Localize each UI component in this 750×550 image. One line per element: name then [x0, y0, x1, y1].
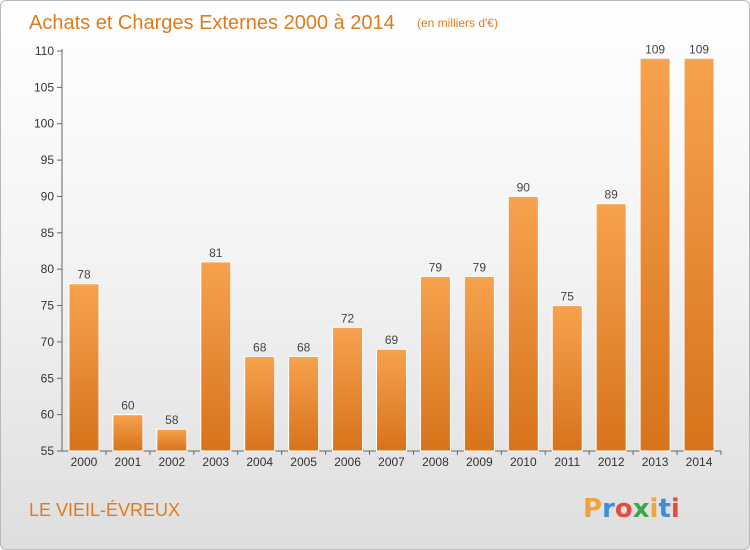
bar-2007 [376, 348, 407, 452]
x-tick-label-2010: 2010 [510, 455, 537, 469]
y-tick-label: 110 [35, 44, 54, 58]
value-label-2003: 81 [209, 246, 223, 260]
y-tick-label: 65 [41, 371, 55, 385]
value-label-2007: 69 [385, 333, 399, 347]
x-tick-label-2009: 2009 [466, 455, 493, 469]
value-label-2013: 109 [645, 42, 665, 56]
x-tick-label-2004: 2004 [246, 455, 273, 469]
x-tick-label-2000: 2000 [71, 455, 98, 469]
bar-2001 [112, 414, 144, 452]
value-label-2014: 109 [689, 42, 709, 56]
y-tick-label: 80 [41, 262, 55, 276]
logo-letter: o [615, 494, 633, 524]
y-tick-label: 75 [41, 299, 55, 313]
x-tick-label-2005: 2005 [290, 455, 317, 469]
place-name: LE VIEIL-ÉVREUX [29, 500, 180, 520]
value-label-2001: 60 [121, 399, 135, 413]
value-label-2005: 68 [297, 340, 311, 354]
logo-letter: r [602, 494, 615, 524]
bar-2002 [156, 428, 188, 452]
axes: 55 60 65 70 75 80 85 90 95 100 105 110 2000 2001 2002 2… [34, 44, 722, 469]
value-label-2000: 78 [77, 268, 91, 282]
value-label-2011: 75 [561, 290, 575, 304]
x-tick-label-2011: 2011 [554, 455, 580, 469]
bar-2006 [332, 326, 364, 452]
x-tick-label-2006: 2006 [334, 455, 361, 469]
x-tick-label-2003: 2003 [202, 455, 229, 469]
y-tick-label: 105 [34, 80, 54, 94]
logo-letter: i [650, 494, 659, 524]
y-tick-label: 70 [41, 335, 55, 349]
bar-2012 [595, 203, 627, 452]
bar-2008 [419, 275, 451, 452]
chart-title: Achats et Charges Externes 2000 à 2014 [29, 12, 395, 34]
value-label-2010: 90 [517, 180, 531, 194]
value-label-2004: 68 [253, 340, 267, 354]
bar-2014 [683, 57, 715, 452]
logo-letter: t [658, 494, 670, 524]
x-tick-label-2014: 2014 [686, 455, 713, 469]
bar-2003 [200, 261, 232, 452]
value-label-2002: 58 [165, 413, 179, 427]
chart-unit-subtitle: (en milliers d'€) [417, 16, 498, 30]
y-tick-label: 95 [41, 153, 55, 167]
x-tick-label-2002: 2002 [158, 455, 185, 469]
bar-2009 [463, 275, 495, 452]
logo-letter: P [583, 494, 602, 524]
value-labels-group: 78 60 58 81 68 68 72 69 79 79 90 75 89 109 109 [77, 42, 709, 427]
logo-letter: i [671, 494, 680, 524]
value-label-2008: 79 [429, 260, 443, 274]
bar-2000 [68, 283, 100, 452]
bar-2005 [288, 355, 320, 452]
value-label-2012: 89 [604, 188, 618, 202]
bar-2011 [551, 305, 583, 452]
y-tick-label: 55 [41, 444, 55, 458]
bars-group [68, 57, 715, 452]
y-tick-label: 100 [34, 117, 54, 131]
bar-2010 [507, 195, 539, 452]
y-tick-label: 85 [41, 226, 55, 240]
y-tick-label: 90 [41, 189, 55, 203]
x-tick-label-2012: 2012 [598, 455, 625, 469]
x-tick-label-2001: 2001 [115, 455, 142, 469]
y-tick-label: 60 [41, 408, 55, 422]
bar-2013 [639, 57, 671, 452]
value-label-2006: 72 [341, 311, 355, 325]
proxiti-logo: Proxiti [583, 494, 680, 524]
logo-letter: x [633, 494, 650, 524]
x-tick-label-2008: 2008 [422, 455, 449, 469]
x-tick-label-2007: 2007 [378, 455, 405, 469]
bar-2004 [244, 355, 276, 452]
value-label-2009: 79 [473, 260, 487, 274]
x-tick-label-2013: 2013 [642, 455, 669, 469]
